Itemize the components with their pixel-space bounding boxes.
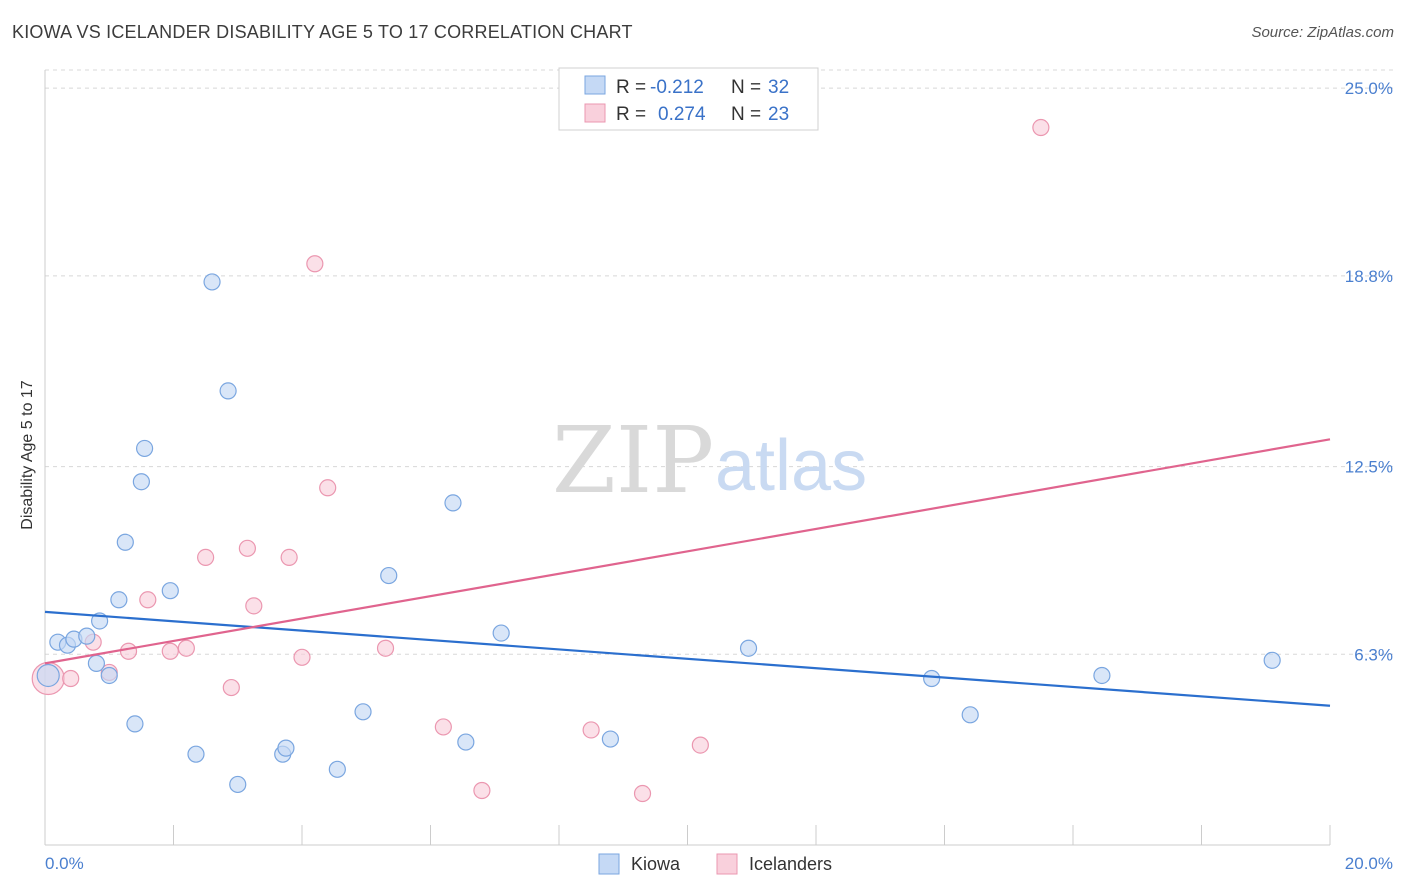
legend-swatch-icelanders xyxy=(584,103,606,123)
legend-n-value-kiowa: 32 xyxy=(768,77,789,98)
kiowa-point xyxy=(187,745,205,763)
icelanders-point xyxy=(473,781,491,800)
legend-n-label-kiowa: N = xyxy=(731,77,761,98)
icelanders-point xyxy=(633,784,652,803)
kiowa-point xyxy=(444,494,462,512)
icelanders-point xyxy=(434,718,452,736)
kiowa-point xyxy=(492,624,510,642)
icelanders-point xyxy=(582,721,600,739)
kiowa-point xyxy=(135,439,154,458)
icelanders-point xyxy=(691,736,709,754)
kiowa-point xyxy=(87,654,106,672)
kiowa-point xyxy=(961,706,979,724)
x-tick-labels: 0.0% 20.0% xyxy=(45,854,1393,873)
kiowa-point xyxy=(110,591,128,609)
kiowa-point xyxy=(100,666,118,685)
y-tick-labels: 6.3% 12.5% 18.8% 25.0% xyxy=(1345,79,1393,664)
trend-lines xyxy=(44,438,1331,707)
y-tick-label: 12.5% xyxy=(1345,458,1393,477)
data-points xyxy=(31,118,1281,803)
icelanders-trend-line xyxy=(44,438,1331,665)
legend-n-value-icelanders: 23 xyxy=(768,104,789,125)
kiowa-point xyxy=(923,669,941,688)
kiowa-point xyxy=(132,473,150,491)
icelanders-point xyxy=(161,642,179,660)
icelanders-point xyxy=(62,669,80,688)
icelanders-point xyxy=(119,642,138,660)
x-tick-label-min: 0.0% xyxy=(45,854,84,873)
grid-lines xyxy=(45,69,1395,655)
y-tick-label: 6.3% xyxy=(1354,645,1393,664)
icelanders-point xyxy=(197,548,215,567)
kiowa-point xyxy=(203,273,221,291)
watermark-atlas: atlas xyxy=(715,426,867,506)
icelanders-point xyxy=(280,548,298,567)
y-tick-label: 18.8% xyxy=(1345,267,1393,286)
kiowa-point xyxy=(1093,666,1111,685)
kiowa-point xyxy=(277,739,295,757)
kiowa-point xyxy=(116,533,134,551)
kiowa-point xyxy=(78,627,96,645)
legend-r-value-icelanders: 0.274 xyxy=(658,104,706,125)
series-legend: Kiowa Icelanders xyxy=(598,853,832,875)
icelanders-point xyxy=(306,255,324,273)
axes xyxy=(44,70,1331,846)
chart-source: Source: ZipAtlas.com xyxy=(1251,24,1394,41)
kiowa-point xyxy=(1263,651,1281,669)
icelanders-point xyxy=(319,479,337,497)
x-tick-label-max: 20.0% xyxy=(1345,854,1393,873)
kiowa-point xyxy=(354,703,372,721)
kiowa-point xyxy=(161,582,179,600)
kiowa-point xyxy=(739,639,758,657)
bottom-legend-swatch-icelanders xyxy=(716,853,738,875)
legend-swatch-kiowa xyxy=(584,75,606,95)
watermark-zip: ZIP xyxy=(552,407,714,514)
icelanders-point xyxy=(222,678,240,697)
correlation-legend: R = -0.212 N = 32 R = 0.274 N = 23 xyxy=(558,67,819,131)
icelanders-point xyxy=(177,639,195,657)
icelanders-point xyxy=(1032,118,1050,137)
icelanders-point xyxy=(293,648,311,666)
bottom-legend-label-kiowa: Kiowa xyxy=(631,854,681,874)
kiowa-point xyxy=(601,730,620,748)
bottom-legend-swatch-kiowa xyxy=(598,853,620,875)
kiowa-point xyxy=(219,382,237,400)
legend-n-label-icelanders: N = xyxy=(731,104,761,125)
legend-r-label-icelanders: R = xyxy=(616,104,646,125)
kiowa-point xyxy=(328,760,346,778)
bottom-legend-label-icelanders: Icelanders xyxy=(749,854,832,874)
kiowa-point xyxy=(36,663,60,688)
icelanders-point xyxy=(139,591,157,609)
chart-title: KIOWA VS ICELANDER DISABILITY AGE 5 TO 1… xyxy=(12,22,633,42)
icelanders-point xyxy=(245,597,263,615)
legend-r-label-kiowa: R = xyxy=(616,77,646,98)
y-tick-label: 25.0% xyxy=(1345,79,1393,98)
icelanders-point xyxy=(376,639,395,657)
icelanders-point xyxy=(238,539,256,557)
watermark: ZIP atlas xyxy=(552,407,867,514)
kiowa-trend-line xyxy=(44,610,1331,707)
kiowa-point xyxy=(380,566,398,585)
kiowa-point xyxy=(457,733,475,751)
legend-r-value-kiowa: -0.212 xyxy=(650,77,704,98)
kiowa-point xyxy=(229,775,247,794)
kiowa-point xyxy=(126,715,144,733)
